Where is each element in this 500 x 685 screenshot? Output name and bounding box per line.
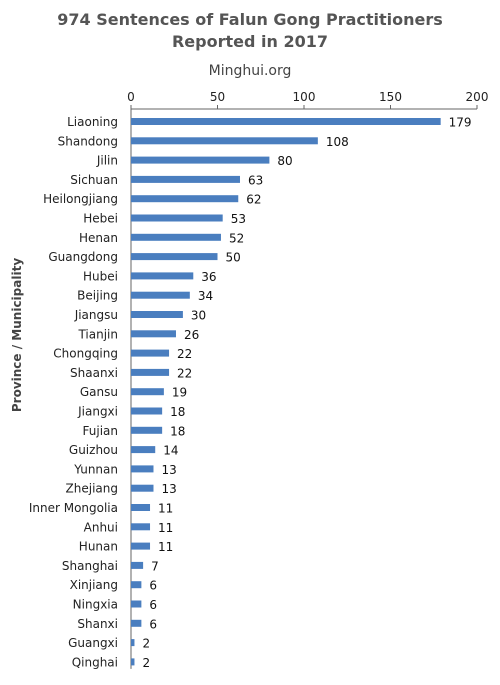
chart-subtitle: Minghui.org xyxy=(209,63,292,79)
category-label-25: Ningxia xyxy=(73,598,118,612)
value-label-14: 19 xyxy=(172,386,187,400)
bar-5 xyxy=(131,214,223,222)
category-label-10: Jiangsu xyxy=(74,308,118,322)
chart-title-line1: 974 Sentences of Falun Gong Practitioner… xyxy=(57,10,443,29)
value-label-1: 108 xyxy=(326,135,349,149)
bar-11 xyxy=(131,330,176,338)
category-label-18: Yunnan xyxy=(73,462,118,476)
category-label-19: Zhejiang xyxy=(66,482,118,496)
category-label-7: Guangdong xyxy=(48,250,118,264)
category-label-16: Fujian xyxy=(83,424,118,438)
value-label-21: 11 xyxy=(158,521,173,535)
value-label-0: 179 xyxy=(449,116,472,130)
category-label-17: Guizhou xyxy=(69,443,118,457)
value-label-7: 50 xyxy=(226,251,241,265)
value-label-8: 36 xyxy=(201,270,216,284)
category-label-12: Chongqing xyxy=(53,347,118,361)
bar-15 xyxy=(131,407,163,415)
chart-title-line2: Reported in 2017 xyxy=(172,32,328,51)
bar-19 xyxy=(131,484,154,492)
value-label-17: 14 xyxy=(163,444,178,458)
value-label-4: 62 xyxy=(246,193,261,207)
x-tick-label-0: 0 xyxy=(127,90,135,104)
bar-27 xyxy=(131,639,135,647)
category-label-26: Shanxi xyxy=(77,617,118,631)
value-label-13: 22 xyxy=(177,366,192,380)
category-label-8: Hubei xyxy=(83,269,118,283)
category-label-4: Heilongjiang xyxy=(43,192,118,206)
bar-9 xyxy=(131,291,190,299)
value-label-22: 11 xyxy=(158,540,173,554)
category-label-1: Shandong xyxy=(58,134,118,148)
category-label-21: Anhui xyxy=(84,520,118,534)
value-label-26: 6 xyxy=(149,617,157,631)
category-label-11: Tianjin xyxy=(77,327,118,341)
value-label-24: 6 xyxy=(149,579,157,593)
value-label-10: 30 xyxy=(191,309,206,323)
category-label-23: Shanghai xyxy=(62,559,118,573)
bar-13 xyxy=(131,368,170,376)
value-label-28: 2 xyxy=(142,656,150,670)
value-label-16: 18 xyxy=(170,424,185,438)
value-label-12: 22 xyxy=(177,347,192,361)
value-label-2: 80 xyxy=(277,154,292,168)
category-label-2: Jilin xyxy=(96,154,118,168)
category-label-6: Henan xyxy=(79,231,118,245)
y-axis-label: Province / Municipality xyxy=(10,258,24,412)
value-label-5: 53 xyxy=(231,212,246,226)
bar-6 xyxy=(131,233,221,241)
value-label-25: 6 xyxy=(149,598,157,612)
bar-28 xyxy=(131,658,135,666)
bar-2 xyxy=(131,156,270,164)
bar-17 xyxy=(131,446,156,454)
category-label-0: Liaoning xyxy=(67,115,118,129)
bar-22 xyxy=(131,542,151,550)
bar-18 xyxy=(131,465,154,473)
value-label-18: 13 xyxy=(161,463,176,477)
category-label-13: Shaanxi xyxy=(70,366,118,380)
category-label-28: Qinghai xyxy=(72,655,118,669)
bar-0 xyxy=(131,118,441,125)
category-label-14: Gansu xyxy=(80,385,118,399)
x-tick-label-2: 100 xyxy=(293,90,316,104)
bar-12 xyxy=(131,349,170,357)
value-label-23: 7 xyxy=(151,559,159,573)
bars-group: Liaoning 179 Shandong 108 Jilin 80 Sichuan 63 He… xyxy=(29,115,472,670)
category-label-27: Guangxi xyxy=(68,636,118,650)
x-tick-label-3: 150 xyxy=(379,90,402,104)
bar-10 xyxy=(131,311,183,318)
x-tick-label-1: 50 xyxy=(210,90,225,104)
bar-23 xyxy=(131,561,144,569)
value-label-15: 18 xyxy=(170,405,185,419)
category-label-3: Sichuan xyxy=(70,173,118,187)
bar-25 xyxy=(131,600,142,608)
category-label-9: Beijing xyxy=(77,289,118,303)
bar-24 xyxy=(131,581,142,589)
bar-8 xyxy=(131,272,194,280)
category-label-22: Hunan xyxy=(79,540,118,554)
bar-1 xyxy=(131,137,318,145)
x-tick-label-4: 200 xyxy=(466,90,489,104)
bar-3 xyxy=(131,175,240,183)
bar-7 xyxy=(131,253,218,261)
value-label-3: 63 xyxy=(248,173,263,187)
bar-16 xyxy=(131,426,163,434)
value-label-27: 2 xyxy=(142,637,150,651)
value-label-6: 52 xyxy=(229,231,244,245)
category-label-20: Inner Mongolia xyxy=(29,501,118,515)
category-label-5: Hebei xyxy=(83,212,118,226)
bar-26 xyxy=(131,619,142,627)
bar-4 xyxy=(131,195,239,203)
value-label-20: 11 xyxy=(158,502,173,516)
category-label-15: Jiangxi xyxy=(77,405,118,419)
bar-21 xyxy=(131,523,151,531)
bar-20 xyxy=(131,504,151,511)
bar-14 xyxy=(131,388,164,396)
value-label-19: 13 xyxy=(161,482,176,496)
value-label-9: 34 xyxy=(198,289,213,303)
value-label-11: 26 xyxy=(184,328,199,342)
category-label-24: Xinjiang xyxy=(70,578,118,592)
